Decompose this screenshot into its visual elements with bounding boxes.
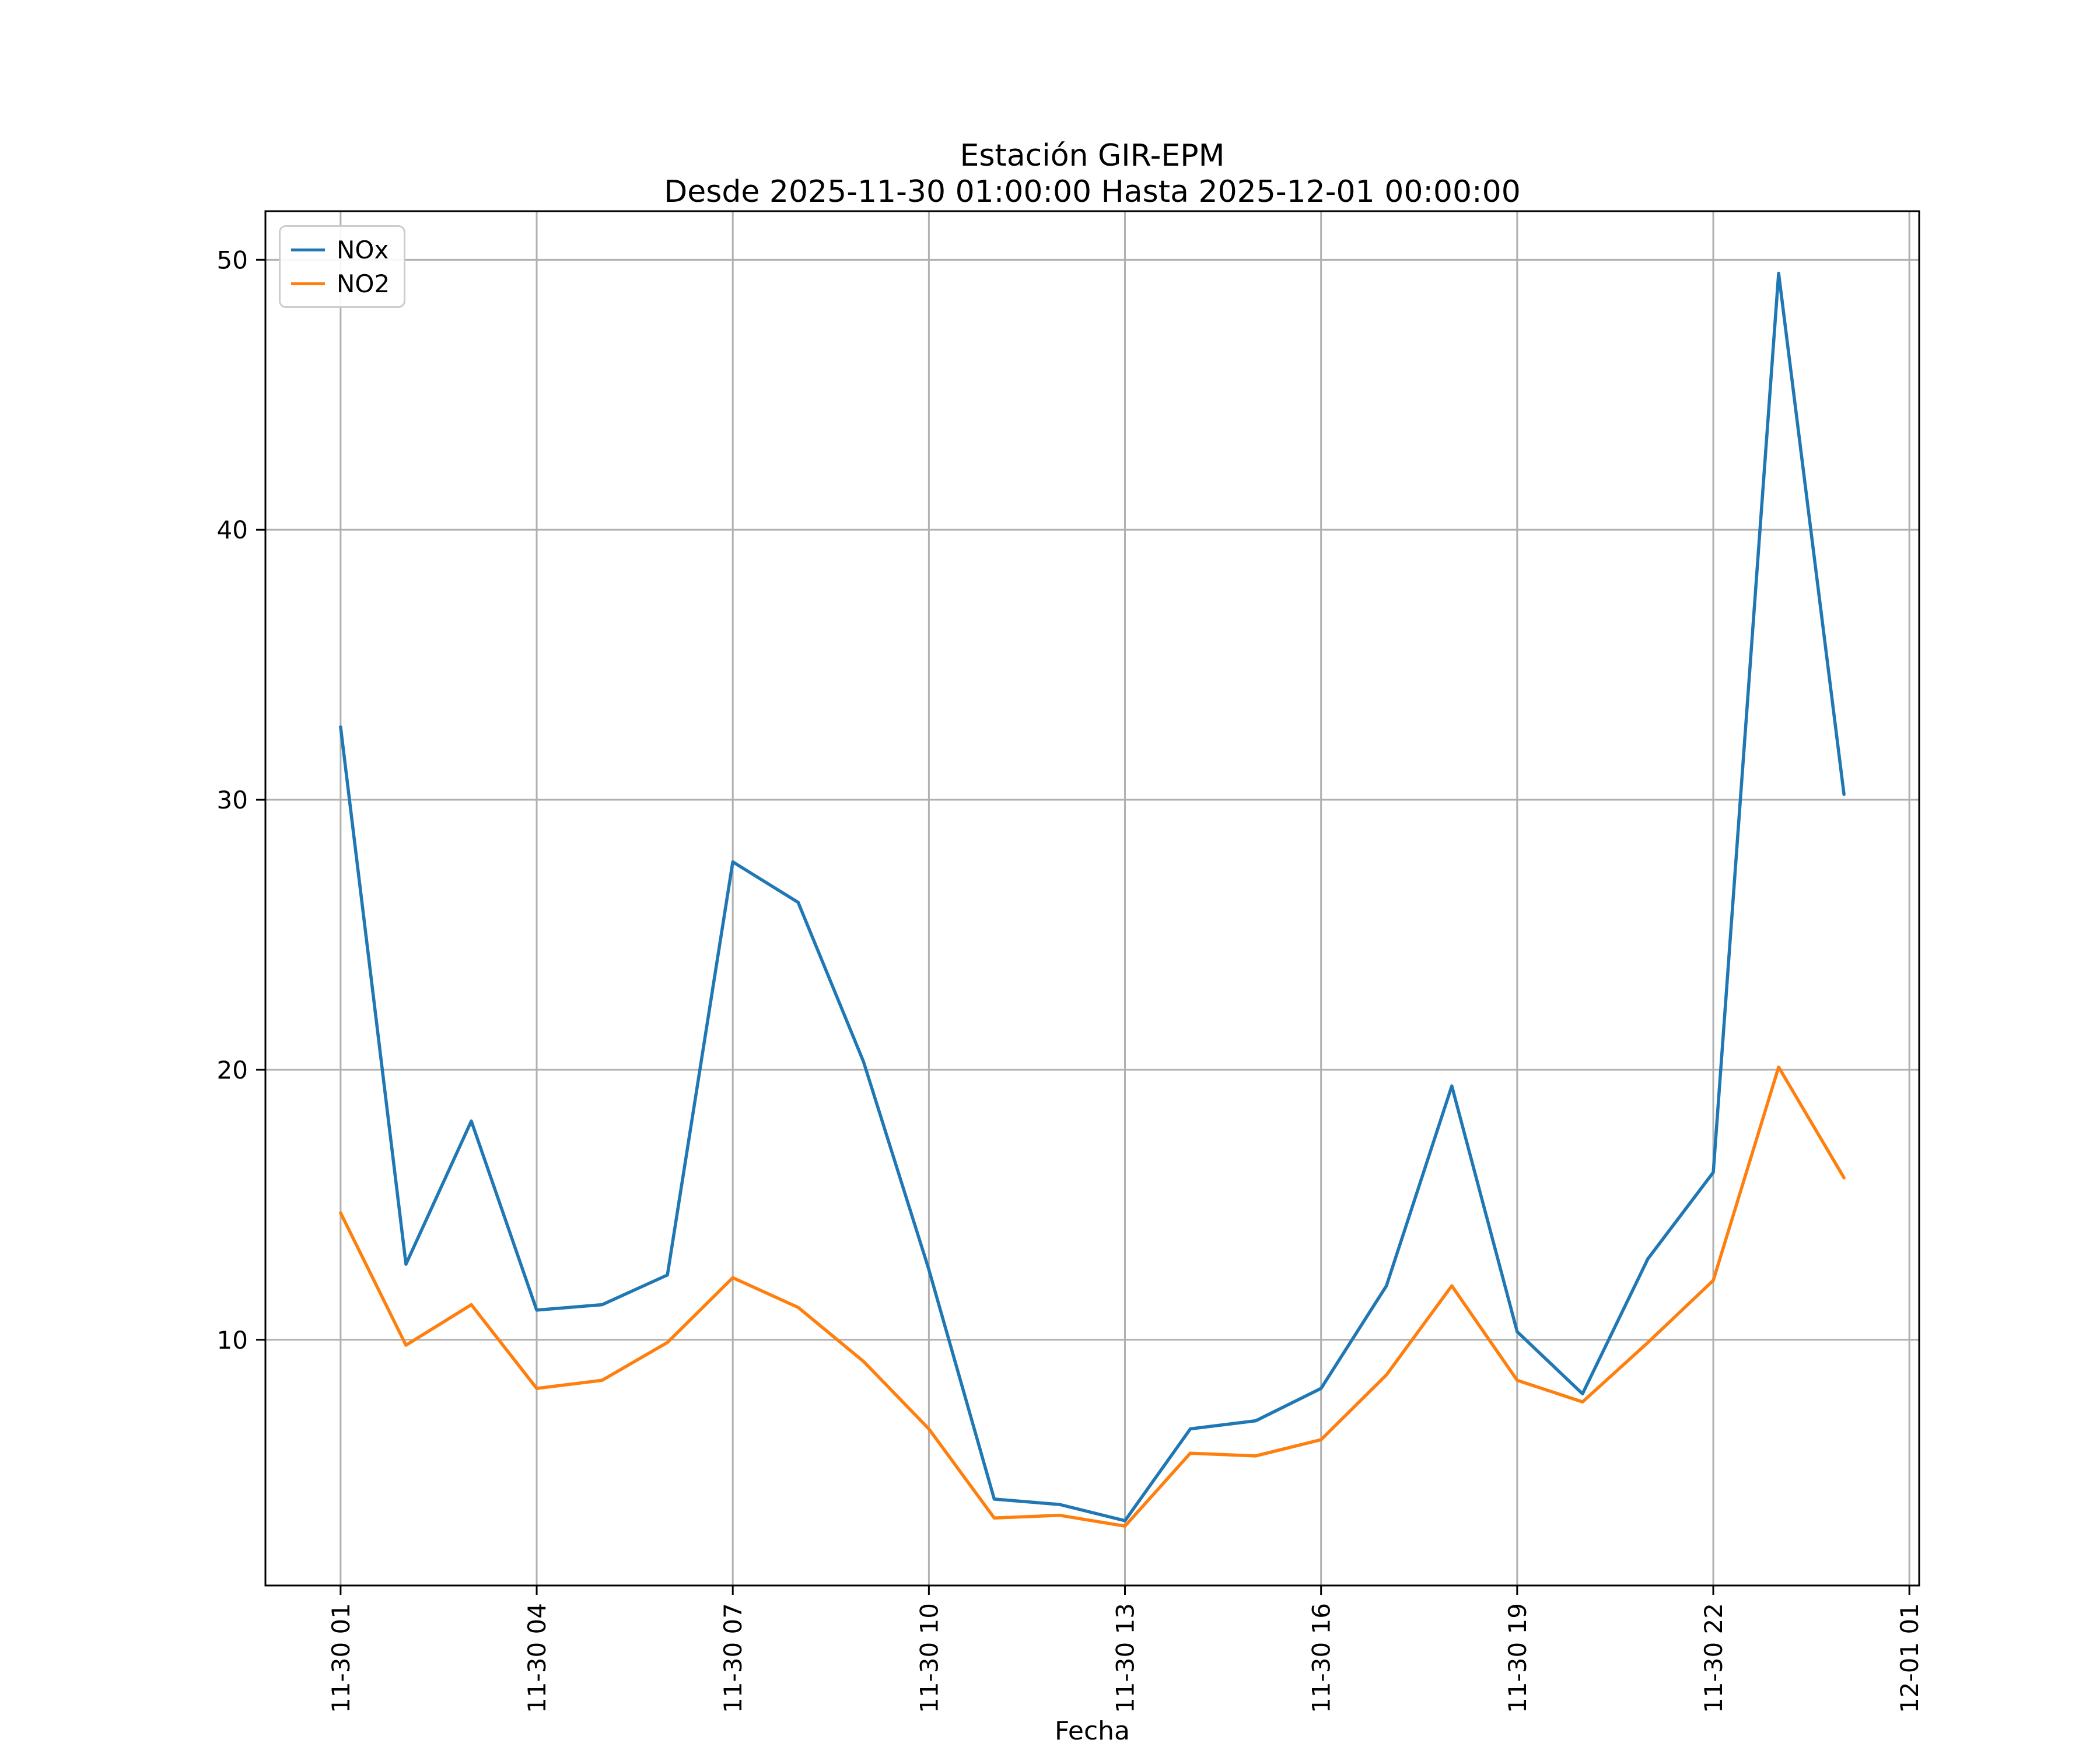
legend-label-nox: NOx bbox=[337, 235, 389, 264]
x-tick-label: 12-01 01 bbox=[1895, 1603, 1924, 1713]
legend-entry-no2: NO2 bbox=[291, 269, 390, 298]
y-tick-label: 50 bbox=[217, 246, 248, 274]
x-tick-label: 11-30 19 bbox=[1503, 1603, 1532, 1713]
legend-entry-nox: NOx bbox=[291, 235, 390, 264]
y-tick-label: 20 bbox=[217, 1056, 248, 1084]
chart-subtitle: Desde 2025-11-30 01:00:00 Hasta 2025-12-… bbox=[664, 174, 1521, 209]
series-line-nox bbox=[339, 271, 1846, 1522]
x-tick-label: 11-30 16 bbox=[1307, 1603, 1336, 1713]
legend-line-sample-no2 bbox=[291, 282, 325, 285]
x-tick-label: 11-30 22 bbox=[1699, 1603, 1728, 1713]
series-line-no2 bbox=[339, 1065, 1846, 1528]
x-tick-label: 11-30 04 bbox=[523, 1603, 551, 1713]
chart-legend: NOx NO2 bbox=[279, 225, 406, 308]
y-tick-label: 10 bbox=[217, 1326, 248, 1354]
y-tick-label: 30 bbox=[217, 786, 248, 814]
legend-label-no2: NO2 bbox=[337, 269, 390, 298]
chart-title-block: Estación GIR-EPM Desde 2025-11-30 01:00:… bbox=[265, 138, 1919, 210]
y-tick-label: 40 bbox=[217, 516, 248, 544]
chart-title: Estación GIR-EPM bbox=[960, 138, 1225, 173]
legend-line-sample-nox bbox=[291, 248, 325, 251]
x-axis-label: Fecha bbox=[1054, 1716, 1130, 1746]
x-tick-label: 11-30 07 bbox=[719, 1603, 747, 1713]
x-tick-label: 11-30 13 bbox=[1111, 1603, 1140, 1713]
plot-border bbox=[264, 210, 1920, 1587]
x-tick-label: 11-30 01 bbox=[327, 1603, 355, 1713]
x-tick-label: 11-30 10 bbox=[915, 1603, 943, 1713]
